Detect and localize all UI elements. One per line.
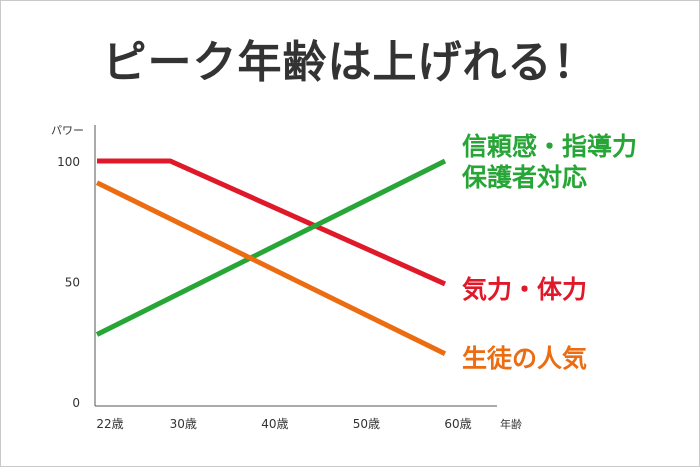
y-tick-label: 0 [72, 396, 80, 410]
series-label: 信頼感・指導力 [462, 132, 637, 161]
series-label: 生徒の人気 [462, 344, 587, 373]
y-tick-label: 100 [57, 155, 80, 169]
y-tick-label: 50 [65, 276, 80, 290]
x-tick-label: 30歳 [170, 417, 197, 431]
x-axis-label: 年齢 [500, 417, 522, 431]
series-line [95, 158, 447, 337]
x-tick-label: 50歳 [353, 417, 380, 431]
series-line [97, 158, 447, 287]
x-tick-label: 40歳 [261, 417, 288, 431]
series-label: 気力・体力 [462, 275, 587, 304]
series-label: 保護者対応 [461, 163, 587, 192]
x-tick-label: 22歳 [96, 417, 123, 431]
series-line [95, 180, 447, 357]
chart-title: ピーク年齢は上げれる！ [102, 37, 598, 88]
x-tick-label: 60歳 [444, 417, 471, 431]
y-axis-label: パワー [51, 124, 84, 137]
